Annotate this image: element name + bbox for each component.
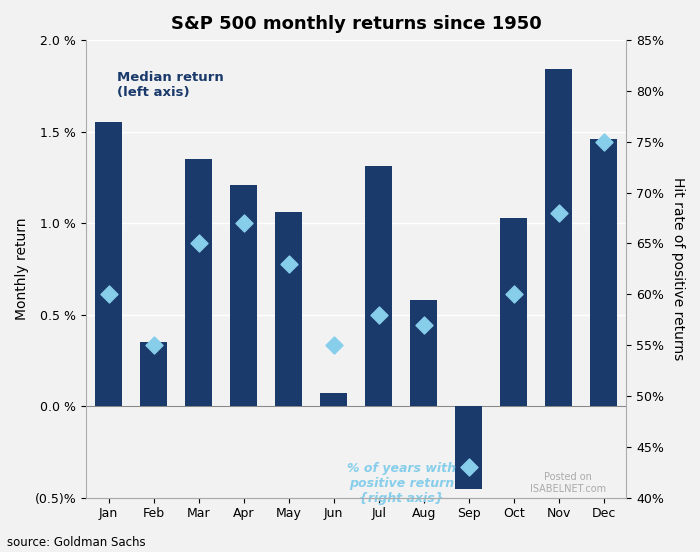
Point bbox=[103, 290, 114, 299]
Bar bbox=[500, 217, 527, 406]
Bar bbox=[320, 394, 347, 406]
Bar bbox=[545, 70, 573, 406]
Text: % of years with
positive return
{right axis}: % of years with positive return {right a… bbox=[346, 462, 456, 505]
Bar bbox=[455, 406, 482, 489]
Point bbox=[148, 341, 159, 349]
Bar bbox=[410, 300, 438, 406]
Point bbox=[553, 209, 564, 217]
Title: S&P 500 monthly returns since 1950: S&P 500 monthly returns since 1950 bbox=[171, 15, 542, 33]
Y-axis label: Hit rate of positive returns: Hit rate of positive returns bbox=[671, 177, 685, 360]
Bar bbox=[365, 166, 392, 406]
Point bbox=[418, 320, 429, 329]
Point bbox=[508, 290, 519, 299]
Text: Median return
(left axis): Median return (left axis) bbox=[117, 71, 223, 99]
Bar bbox=[275, 212, 302, 406]
Point bbox=[193, 239, 204, 248]
Bar bbox=[95, 123, 122, 406]
Point bbox=[283, 259, 294, 268]
Bar bbox=[140, 342, 167, 406]
Point bbox=[328, 341, 339, 349]
Y-axis label: Monthly return: Monthly return bbox=[15, 217, 29, 320]
Bar bbox=[230, 185, 257, 406]
Point bbox=[373, 310, 384, 319]
Point bbox=[598, 137, 610, 146]
Point bbox=[463, 463, 475, 471]
Point bbox=[238, 219, 249, 227]
Bar bbox=[185, 159, 212, 406]
Text: source: Goldman Sachs: source: Goldman Sachs bbox=[7, 536, 146, 549]
Text: Posted on
ISABELNET.com: Posted on ISABELNET.com bbox=[530, 473, 606, 494]
Bar bbox=[590, 139, 617, 406]
